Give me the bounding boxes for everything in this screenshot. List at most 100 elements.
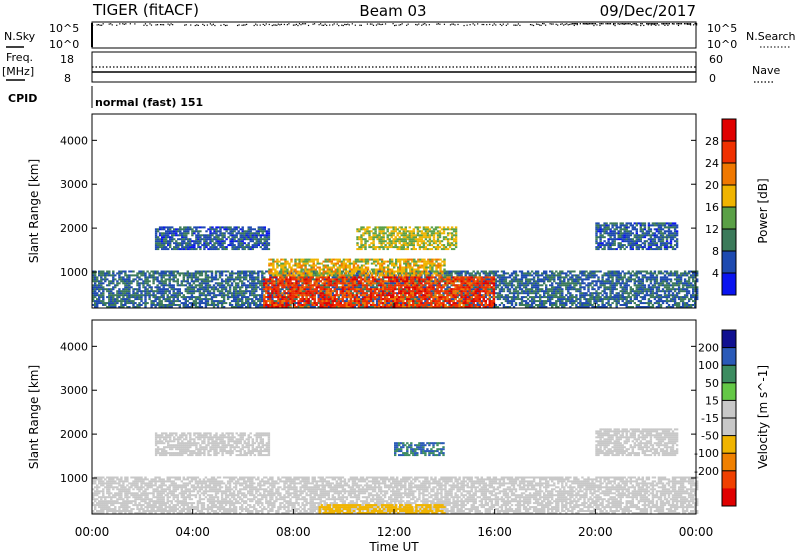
scatter-cell (468, 274, 471, 277)
scatter-cell (184, 284, 188, 287)
scatter-cell (128, 294, 131, 297)
scatter-cell (339, 304, 343, 306)
scatter-cell (599, 286, 602, 289)
scatter-cell (371, 286, 375, 289)
scatter-cell (329, 290, 333, 293)
scatter-cell (615, 292, 618, 295)
scatter-cell (500, 282, 504, 285)
nsearch-point (617, 23, 619, 25)
scatter-cell (361, 304, 365, 306)
scatter-cell (249, 298, 252, 301)
scatter-cell (216, 306, 220, 308)
scatter-cell (597, 270, 600, 273)
scatter-cell (200, 284, 204, 287)
scatter-cell (557, 284, 560, 287)
scatter-cell (198, 286, 202, 289)
scatter-cell (182, 274, 186, 277)
scatter-cell (277, 278, 280, 281)
nsky-point (451, 23, 453, 25)
scatter-cell (287, 300, 290, 303)
scatter-cell (180, 272, 184, 275)
scatter-cell (210, 286, 214, 289)
scatter-cell (690, 306, 693, 308)
nsky-point (320, 23, 322, 25)
scatter-cell (230, 296, 234, 299)
scatter-cell (547, 276, 550, 279)
scatter-cell (675, 276, 679, 279)
scatter-cell (206, 290, 210, 293)
scatter-cell (204, 270, 208, 273)
scatter-cell (289, 302, 292, 305)
scatter-cell (577, 280, 580, 283)
scatter-cell (327, 300, 331, 303)
scatter-cell (160, 282, 163, 285)
scatter-cell (160, 306, 163, 308)
scatter-cell (520, 274, 524, 277)
scatter-cell (186, 276, 190, 279)
scatter-cell (220, 300, 224, 303)
scatter-cell (281, 288, 284, 291)
scatter-cell (198, 294, 202, 297)
scatter-cell (663, 300, 667, 303)
scatter-cell (148, 294, 151, 297)
nsky-point (321, 24, 323, 26)
scatter-cell (301, 284, 304, 287)
nsearch-point (647, 23, 649, 25)
scatter-cell (645, 276, 649, 279)
scatter-cell (259, 306, 262, 308)
scatter-cell (319, 304, 322, 306)
scatter-cell (281, 304, 284, 306)
scatter-cell (637, 288, 641, 291)
scatter-cell (400, 302, 403, 305)
scatter-cell (516, 278, 520, 281)
scatter-cell (168, 278, 171, 281)
scatter-cell (611, 296, 614, 299)
scatter-cell (192, 280, 196, 283)
scatter-cell (297, 304, 300, 306)
scatter-cell (190, 278, 194, 281)
scatter-cell (643, 276, 647, 279)
scatter-cell (565, 286, 568, 289)
scatter-cell (685, 282, 689, 285)
scatter-cell (617, 282, 620, 285)
scatter-cell (553, 274, 556, 277)
scatter-cell (245, 276, 248, 279)
scatter-cell (279, 278, 282, 281)
scatter-cell (579, 296, 582, 299)
scatter-cell (126, 288, 129, 291)
scatter-cell (516, 274, 520, 277)
scatter-cell (601, 274, 604, 277)
scatter-cell (271, 288, 274, 291)
scatter-cell (665, 288, 669, 291)
nsearch-point (662, 23, 664, 25)
scatter-cell (661, 282, 665, 285)
scatter-cell (641, 270, 645, 273)
scatter-cell (148, 296, 151, 299)
scatter-cell (569, 270, 572, 273)
scatter-cell (122, 306, 125, 308)
scatter-cell (667, 278, 671, 281)
scatter-cell (293, 286, 296, 289)
scatter-cell (496, 284, 500, 287)
scatter-cell (601, 276, 604, 279)
scatter-cell (241, 292, 244, 295)
scatter-cell (172, 286, 175, 289)
scatter-cell (361, 306, 365, 308)
scatter-cell (351, 300, 355, 303)
scatter-cell (603, 298, 606, 301)
scatter-cell (609, 294, 612, 297)
nsky-point (99, 24, 101, 26)
nsky-point (300, 24, 302, 26)
scatter-cell (291, 302, 294, 305)
scatter-cell (498, 296, 502, 299)
scatter-cell (243, 294, 246, 297)
scatter-cell (331, 286, 335, 289)
scatter-cell (444, 272, 447, 275)
scatter-cell (347, 296, 351, 299)
scatter-cell (603, 284, 606, 287)
scatter-cell (220, 292, 224, 295)
scatter-cell (655, 282, 659, 285)
scatter-cell (108, 300, 111, 303)
scatter-cell (349, 284, 353, 287)
scatter-cell (627, 272, 630, 275)
